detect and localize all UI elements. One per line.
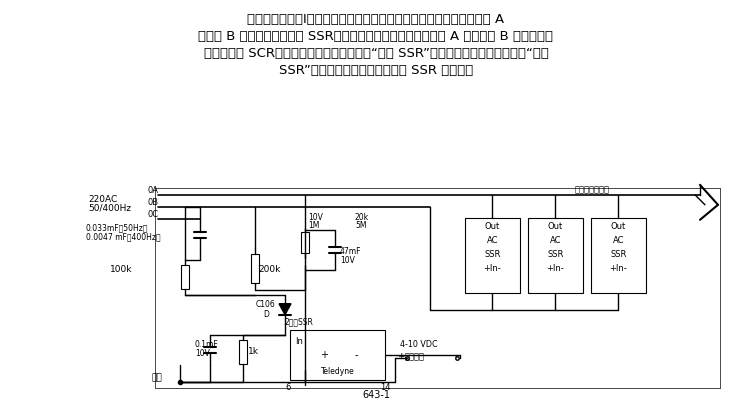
Text: Out: Out xyxy=(611,222,626,231)
Text: SSR: SSR xyxy=(611,250,626,259)
Text: 相位敏感的负载: 相位敏感的负载 xyxy=(575,185,610,194)
Text: 隔离控制: 隔离控制 xyxy=(405,352,425,361)
Bar xyxy=(290,330,385,380)
Text: 10V: 10V xyxy=(195,349,210,358)
Text: 1M: 1M xyxy=(308,221,319,230)
Text: +In-: +In- xyxy=(483,264,501,273)
Text: In: In xyxy=(295,337,303,346)
Text: D: D xyxy=(263,310,269,319)
Text: AC: AC xyxy=(486,236,498,245)
Text: +: + xyxy=(320,350,328,360)
Polygon shape xyxy=(279,304,291,315)
Text: +In-: +In- xyxy=(610,264,627,273)
Text: 0C: 0C xyxy=(148,210,159,219)
Text: SSR: SSR xyxy=(547,250,564,259)
Text: 10V: 10V xyxy=(340,256,355,265)
Text: 1k: 1k xyxy=(248,347,259,356)
Bar xyxy=(181,265,189,290)
Text: AC: AC xyxy=(613,236,624,245)
Text: 100k: 100k xyxy=(110,265,133,274)
Text: AC: AC xyxy=(550,236,561,245)
Text: -: - xyxy=(355,350,358,360)
Text: -: - xyxy=(455,352,459,361)
Text: 10V: 10V xyxy=(308,213,323,222)
Bar xyxy=(301,232,309,253)
Text: 2禁止SSR: 2禁止SSR xyxy=(285,317,314,326)
Text: 中线: 中线 xyxy=(152,373,163,382)
Text: +: + xyxy=(397,352,404,361)
Text: 220AC: 220AC xyxy=(88,195,117,205)
Text: 14: 14 xyxy=(380,383,391,392)
Text: Teledyne: Teledyne xyxy=(321,367,355,376)
Bar xyxy=(465,218,520,293)
Bar xyxy=(251,254,259,284)
Text: 643-1: 643-1 xyxy=(362,390,390,400)
Text: 4-10 VDC: 4-10 VDC xyxy=(400,340,437,349)
Text: 5M: 5M xyxy=(355,221,367,230)
Text: 0B: 0B xyxy=(148,198,159,207)
Text: Out: Out xyxy=(548,222,563,231)
Text: 0.1mF: 0.1mF xyxy=(195,340,219,349)
Text: 200k: 200k xyxy=(258,265,280,274)
Bar xyxy=(528,218,583,293)
Text: 6: 6 xyxy=(285,383,291,392)
Text: SSR”用于维持输入与控制电源的 SSR 的隔离。: SSR”用于维持输入与控制电源的 SSR 的隔离。 xyxy=(279,64,473,77)
Text: 50/400Hz: 50/400Hz xyxy=(88,203,131,212)
Text: 0A: 0A xyxy=(148,186,159,195)
Text: 47mF: 47mF xyxy=(340,247,361,256)
Bar xyxy=(591,218,646,293)
Bar xyxy=(239,340,247,365)
Text: 流消失，使 SCR（可控确开关整流元件）和“禁止 SSR”关断，直到相序反转为止。“禁止: 流消失，使 SCR（可控确开关整流元件）和“禁止 SSR”关断，直到相序反转为止… xyxy=(203,47,548,60)
Text: 0.033mF（50Hz）: 0.033mF（50Hz） xyxy=(86,223,148,232)
Text: 0.0047 mF（400Hz）: 0.0047 mF（400Hz） xyxy=(86,232,160,241)
Text: 相超前 B 相时，控制电源的 SSR（固态继电器）才会接通。如果 A 相落后于 B 相，输入电: 相超前 B 相时，控制电源的 SSR（固态继电器）才会接通。如果 A 相落后于 … xyxy=(199,30,553,43)
Text: Out: Out xyxy=(485,222,500,231)
Text: 相序检测器电路Ⅰ。该电路可以防止错误的相序对负载造成损害。只有 A: 相序检测器电路Ⅰ。该电路可以防止错误的相序对负载造成损害。只有 A xyxy=(248,13,505,26)
Text: 20k: 20k xyxy=(355,213,369,222)
Text: SSR: SSR xyxy=(484,250,501,259)
Text: C106: C106 xyxy=(256,300,276,309)
Text: +In-: +In- xyxy=(547,264,565,273)
